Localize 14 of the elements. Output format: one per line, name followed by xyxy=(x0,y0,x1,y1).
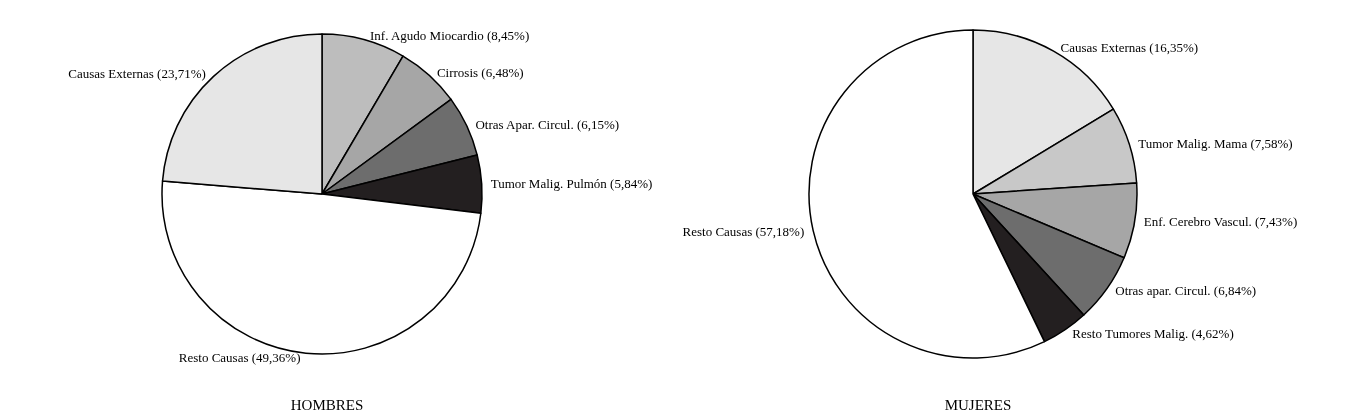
slice-label: Tumor Malig. Mama (7,58%) xyxy=(1138,135,1293,151)
slice-label: Causas Externas (16,35%) xyxy=(1060,40,1199,56)
slice-label: Resto Causas (49,36%) xyxy=(178,349,301,365)
text: MUJERES xyxy=(944,396,1012,413)
slice-label: Enf. Cerebro Vascul. (7,43%) xyxy=(1143,214,1298,230)
slice-label: Tumor Malig. Pulmón (5,84%) xyxy=(490,176,653,192)
slice-label: Otras apar. Circul. (6,84%) xyxy=(1115,283,1257,299)
slice-label: Resto Tumores Malig. (4,62%) xyxy=(1072,325,1234,341)
slice-label: Causas Externas (23,71%) xyxy=(68,65,206,81)
slice-label: Inf. Agudo Miocardio (8,45%) xyxy=(370,28,530,44)
slice-label: Otras Apar. Circul. (6,15%) xyxy=(475,116,620,132)
text: HOMBRES xyxy=(290,396,364,413)
slice-label: Cirrosis (6,48%) xyxy=(436,64,524,80)
slice-label: Resto Causas (57,18%) xyxy=(682,224,805,240)
